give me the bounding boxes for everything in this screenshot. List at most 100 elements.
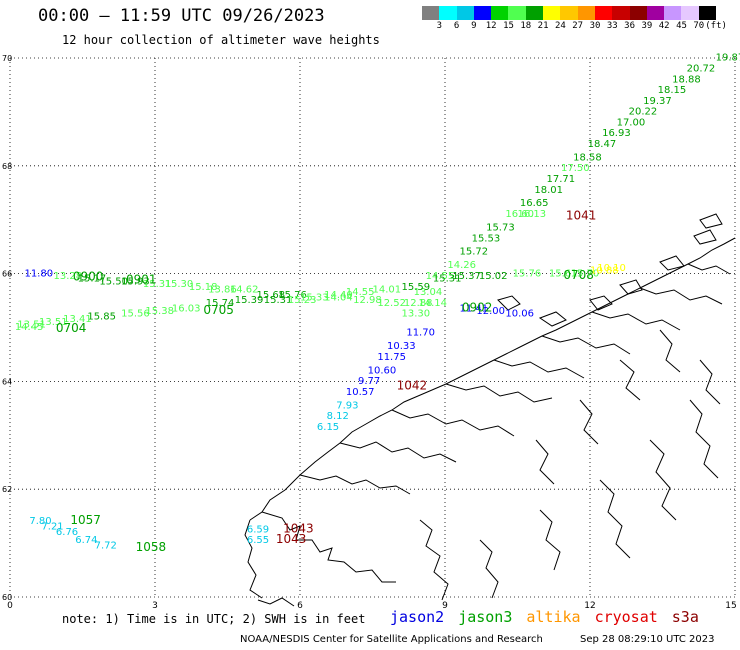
colorbar-tick-label: 36 [624, 21, 636, 31]
wave-height-value: 14.45 [15, 322, 44, 333]
wave-height-value: 12.88 [404, 298, 433, 309]
wave-height-value: 15.23 [288, 295, 317, 306]
colorbar-tick-label: 70 [693, 21, 705, 31]
wave-height-value: 15.76 [513, 268, 542, 279]
wave-height-value: 18.88 [672, 74, 701, 85]
mission-legend-item: s3a [671, 608, 699, 626]
colorbar-tick-label: 33 [606, 21, 618, 31]
colorbar-swatch [422, 6, 440, 20]
wave-height-value: 18.47 [588, 139, 617, 150]
colorbar-tick-label: 3 [436, 21, 443, 31]
wave-height-value: 13.51 [39, 317, 68, 328]
colorbar-swatch [698, 6, 717, 20]
wave-height-value: 8.12 [327, 411, 349, 422]
longitude-tick-label: 15 [725, 601, 736, 611]
latitude-tick-label: 70 [2, 54, 12, 63]
wave-height-value: 11.80 [25, 268, 54, 279]
page-title: 00:00 – 11:59 UTC 09/26/2023 [38, 6, 325, 26]
colorbar-swatch [456, 6, 474, 20]
colorbar-swatch [543, 6, 561, 20]
wave-height-value: 15.73 [486, 222, 515, 233]
colorbar-tick-label: 39 [641, 21, 653, 31]
wave-height-value: 16.65 [520, 198, 549, 209]
colorbar-swatch [612, 6, 630, 20]
wave-height-value: 13.86 [208, 284, 237, 295]
wave-height-value: 16.13 [518, 209, 547, 220]
wave-height-value: 15.93 [121, 276, 150, 287]
mission-legend-item: cryosat [594, 608, 658, 626]
wave-height-value: 15.31 [433, 274, 462, 285]
wave-height-value: 13.04 [414, 287, 443, 298]
wave-height-value: 12.98 [353, 295, 382, 306]
wave-height-value: 11.70 [406, 328, 435, 339]
wave-height-value: 14.55 [346, 287, 375, 298]
wave-height-value: 15.39 [235, 295, 264, 306]
colorbar-tick-label: 45 [676, 21, 687, 31]
wave-height-value: 13.28 [54, 271, 83, 282]
wave-height-value: 16.03 [172, 303, 201, 314]
mission-legend-item: jason2 [390, 608, 445, 626]
wave-height-value: 9.77 [358, 376, 380, 387]
pass-time-label: 1042 [397, 378, 428, 392]
wave-height-value: 19.87 [716, 53, 740, 64]
wave-height-value: 11.41 [460, 303, 489, 314]
pass-time-label: 0901 [126, 272, 157, 286]
colorbar-swatch [508, 6, 526, 20]
colorbar-swatch [681, 6, 699, 20]
latitude-tick-label: 66 [2, 270, 12, 279]
latitude-tick-label: 64 [2, 377, 12, 386]
pass-time-label: 1041 [566, 209, 597, 223]
pass-time-label: 0704 [56, 321, 87, 335]
wave-height-value: 15.72 [460, 247, 489, 258]
colorbar-swatch [525, 6, 544, 20]
colorbar-tick-label: 6 [453, 21, 460, 31]
colorbar-tick-label: 30 [589, 21, 601, 31]
wave-height-value: 13.51 [17, 320, 46, 331]
wave-height-value: 15.31 [143, 279, 172, 290]
wave-height-value: 10.57 [346, 387, 375, 398]
wave-height-value: 15.18 [189, 282, 218, 293]
wave-height-value: 10.88 [590, 266, 619, 277]
wave-height-value: 13.41 [63, 314, 92, 325]
pass-time-label: 0900 [73, 270, 104, 284]
coastline [244, 213, 736, 607]
pass-time-label: 0705 [203, 303, 234, 317]
wave-height-value: 6.15 [317, 422, 339, 433]
wave-height-value: 15.17 [78, 274, 107, 285]
longitude-tick-label: 3 [152, 601, 158, 611]
colorbar-tick-label: 24 [554, 21, 566, 31]
colorbar-tick-label: 9 [471, 21, 477, 31]
wave-height-value: 13.30 [402, 309, 431, 320]
latitude-tick-label: 68 [2, 162, 12, 171]
wave-height-value: 15.85 [87, 311, 116, 322]
colorbar-swatch [646, 6, 665, 20]
wave-height-value: 15.02 [479, 271, 508, 282]
latitude-tick-label: 62 [2, 485, 12, 494]
wave-height-value: 17.50 [561, 163, 590, 174]
longitude-tick-label: 6 [297, 601, 303, 611]
wave-height-value: 16.93 [602, 128, 631, 139]
wave-height-value: 15.74 [206, 298, 235, 309]
wave-height-value: 15.70 [571, 268, 600, 279]
wave-height-value: 18.15 [658, 85, 687, 96]
wave-height-value: 7.80 [29, 516, 51, 527]
wave-height-value: 14.62 [230, 284, 259, 295]
colorbar-tick-label: 12 [485, 21, 497, 31]
pass-time-label: 1057 [70, 513, 101, 527]
wave-height-value: 14.55 [426, 271, 455, 282]
wave-height-value: 7.93 [336, 400, 358, 411]
footer-timestamp: Sep 28 08:29:10 UTC 2023 [580, 634, 715, 645]
wave-height-value: 20.22 [629, 107, 658, 118]
longitude-tick-label: 12 [584, 601, 595, 611]
colorbar-swatch [594, 6, 613, 20]
wave-height-value: 10.06 [505, 309, 534, 320]
wave-height-value: 17.00 [617, 117, 646, 128]
wave-height-value: 14.40 [324, 290, 353, 301]
wave-height-value: 6.55 [247, 535, 269, 546]
pass-time-label: 0902 [462, 300, 493, 314]
colorbar-swatch [491, 6, 509, 20]
pass-time-label: 1058 [136, 540, 167, 554]
wave-height-value: 11.75 [377, 352, 406, 363]
map-grid [9, 57, 736, 598]
wave-height-value: 15.56 [121, 309, 150, 320]
